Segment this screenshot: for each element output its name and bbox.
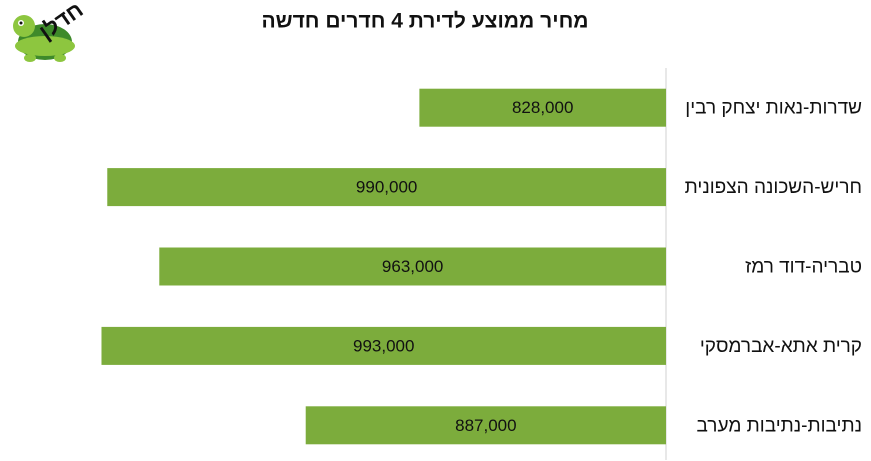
- value-label: 963,000: [382, 257, 443, 276]
- category-label: קרית אתא-אברמסקי: [700, 336, 862, 357]
- chart-title: מחיר ממוצע לדירת 4 חדרים חדשה: [261, 10, 588, 33]
- value-label: 993,000: [353, 336, 414, 355]
- value-label: 828,000: [512, 98, 573, 117]
- bar: [419, 88, 666, 127]
- bar: [101, 326, 666, 365]
- turtle-leg: [54, 54, 66, 62]
- turtle-head: [13, 15, 35, 37]
- category-label: נתיבות-נתיבות מערב: [697, 415, 863, 436]
- category-label: טבריה-דוד רמז: [745, 257, 862, 278]
- value-label: 887,000: [455, 416, 516, 435]
- turtle-leg: [24, 54, 36, 62]
- bar: [107, 168, 667, 207]
- logo: חדלן: [13, 0, 88, 62]
- value-label: 990,000: [356, 178, 417, 197]
- turtle-pupil: [19, 21, 23, 25]
- bar: [159, 247, 666, 286]
- category-label: חריש-השכונה הצפונית: [685, 177, 862, 198]
- turtle-body: [15, 36, 75, 56]
- bar: [305, 406, 666, 445]
- category-label: שדרות-נאות יצחק רבין: [685, 98, 862, 119]
